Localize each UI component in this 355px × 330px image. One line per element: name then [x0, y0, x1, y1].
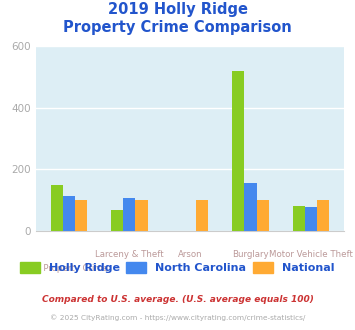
Bar [63, 196, 75, 231]
Legend: Holly Ridge, North Carolina, National: Holly Ridge, North Carolina, National [20, 262, 334, 273]
Text: Larceny & Theft: Larceny & Theft [95, 250, 164, 259]
Text: Compared to U.S. average. (U.S. average equals 100): Compared to U.S. average. (U.S. average … [42, 295, 313, 304]
Text: © 2025 CityRating.com - https://www.cityrating.com/crime-statistics/: © 2025 CityRating.com - https://www.city… [50, 314, 305, 321]
Text: Property Crime Comparison: Property Crime Comparison [63, 20, 292, 35]
Text: All Property Crime: All Property Crime [30, 264, 108, 273]
Bar [75, 200, 87, 231]
Text: Burglary: Burglary [232, 250, 269, 259]
Text: Motor Vehicle Theft: Motor Vehicle Theft [269, 250, 353, 259]
Bar [51, 185, 63, 231]
Bar [257, 200, 269, 231]
Bar [123, 198, 135, 231]
Bar [111, 210, 123, 231]
Bar [317, 200, 329, 231]
Bar [245, 182, 257, 231]
Bar [232, 71, 245, 231]
Bar [135, 200, 148, 231]
Text: Arson: Arson [178, 250, 202, 259]
Bar [305, 207, 317, 231]
Bar [196, 200, 208, 231]
Bar [293, 206, 305, 231]
Text: 2019 Holly Ridge: 2019 Holly Ridge [108, 2, 247, 16]
